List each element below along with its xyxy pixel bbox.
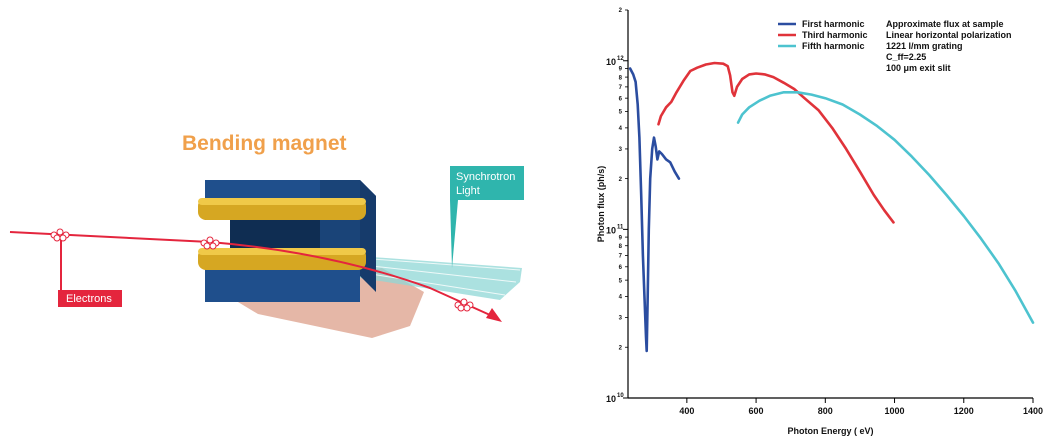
x-tick-label: 800 (818, 406, 833, 416)
y-minor-tick-label: 5 (619, 110, 623, 116)
y-major-tick-exponent: 12 (617, 56, 624, 62)
chart-annotation: C_ff=2.25 (886, 52, 926, 62)
y-minor-tick-label: 6 (619, 265, 623, 271)
legend-entry: Fifth harmonic (802, 41, 865, 51)
electrons-label: Electrons (66, 293, 112, 305)
y-major-tick-label: 10 (606, 225, 616, 235)
x-tick-label: 600 (749, 406, 764, 416)
synchrotron-light-label-line2: Light (456, 185, 480, 197)
y-major-tick-label: 10 (606, 57, 616, 67)
series-line-fifth-harmonic (736, 91, 1035, 324)
chart-annotation: Linear horizontal polarization (886, 30, 1012, 40)
x-tick-label: 400 (679, 406, 694, 416)
y-minor-tick-label: 3 (619, 316, 623, 322)
y-major-tick-exponent: 10 (617, 393, 624, 399)
y-minor-tick-label: 2 (619, 8, 623, 14)
y-minor-tick-label: 7 (619, 85, 623, 91)
y-minor-tick-label: 9 (619, 235, 623, 241)
series-line-first-harmonic (628, 67, 681, 353)
y-axis-label: Photon flux (ph/s) (596, 166, 606, 243)
legend-entry: Third harmonic (802, 30, 868, 40)
light-tag-pointer (450, 200, 458, 268)
y-minor-tick-label: 5 (619, 278, 623, 284)
electrons-tag (58, 290, 122, 307)
x-axis-label: Photon Energy ( eV) (787, 426, 873, 436)
y-minor-tick-label: 4 (619, 295, 623, 301)
y-major-tick-label: 10 (606, 394, 616, 404)
x-tick-label: 1200 (954, 406, 974, 416)
synchrotron-light-label-line1: Synchrotron (456, 171, 515, 183)
y-minor-tick-label: 3 (619, 147, 623, 153)
y-minor-tick-label: 4 (619, 126, 623, 132)
y-minor-tick-label: 2 (619, 345, 623, 351)
illustration-title: Bending magnet (182, 132, 347, 155)
y-major-tick-exponent: 11 (617, 224, 624, 230)
electron-beam-path (9, 231, 491, 316)
series-line-third-harmonic (657, 61, 895, 224)
y-minor-tick-label: 6 (619, 96, 623, 102)
chart-annotation: 100 μm exit slit (886, 63, 951, 73)
y-minor-tick-label: 7 (619, 254, 623, 260)
y-minor-tick-label: 9 (619, 67, 623, 73)
electron-cluster (50, 228, 70, 242)
electron-cluster (200, 236, 220, 250)
y-minor-tick-label: 2 (619, 177, 623, 183)
electron-cluster (454, 298, 474, 312)
bending-magnet-illustration: Bending magnet Electrons Synchrotron Lig… (9, 132, 524, 338)
x-tick-label: 1400 (1023, 406, 1043, 416)
electron-beam-arrowhead (486, 308, 502, 322)
y-minor-tick-label: 8 (619, 75, 623, 81)
synchrotron-light-tag (450, 166, 524, 200)
x-tick-label: 1000 (885, 406, 905, 416)
chart-annotation: 1221 l/mm grating (886, 41, 963, 51)
chart-annotation: Approximate flux at sample (886, 19, 1004, 29)
legend-entry: First harmonic (802, 19, 865, 29)
y-minor-tick-label: 8 (619, 244, 623, 250)
